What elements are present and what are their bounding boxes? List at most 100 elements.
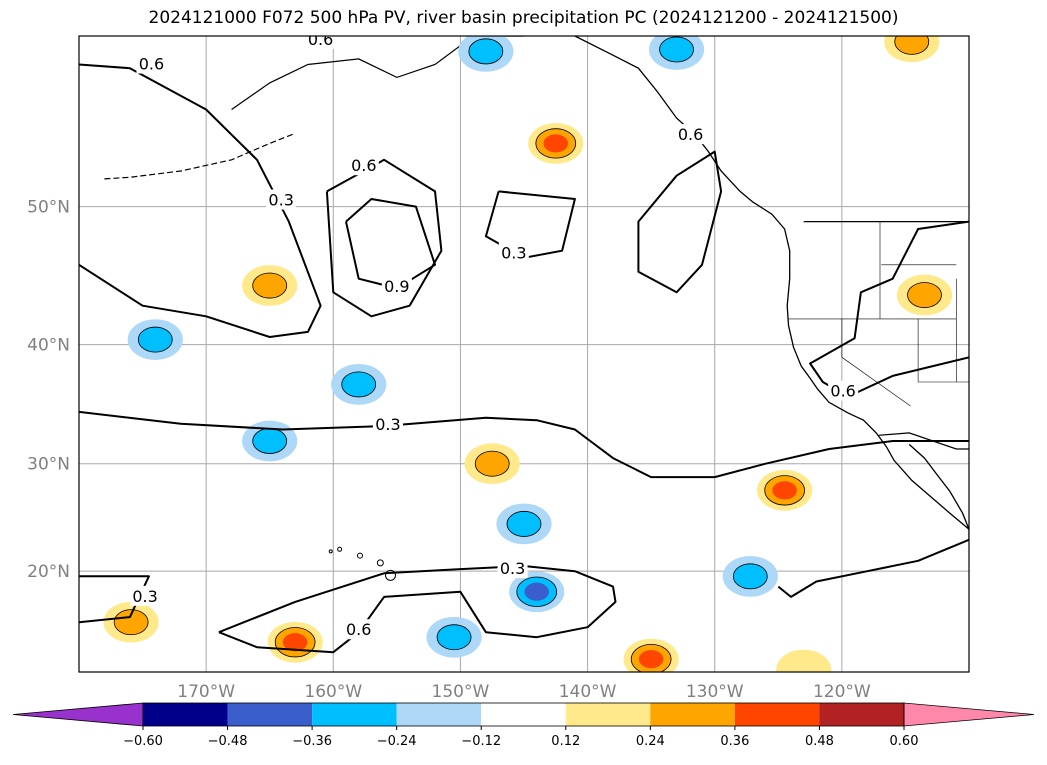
- precip-blob: [757, 469, 813, 511]
- precip-level: [474, 450, 510, 477]
- precip-level: [341, 371, 377, 398]
- contour-label: 0.3: [268, 191, 293, 210]
- contour-label: 0.6: [830, 382, 855, 401]
- colorbar-tick-label: 0.24: [636, 734, 665, 749]
- colorbar-tick-label: −0.48: [208, 734, 248, 749]
- colorbar-tick-label: 0.12: [551, 734, 580, 749]
- precip-blob: [896, 274, 953, 316]
- precip-blob: [242, 420, 298, 462]
- precipitation-shading: [103, 36, 953, 672]
- colorbar-segment: [650, 703, 735, 726]
- precip-blob: [464, 443, 520, 485]
- precip-level: [282, 633, 308, 652]
- contour-label: 0.6: [308, 30, 333, 49]
- lat-tick-label: 30°N: [27, 455, 70, 475]
- colorbar-segment: [143, 703, 228, 726]
- precip-level: [468, 38, 504, 65]
- contour-label-bg: [381, 275, 412, 296]
- contour-label: 0.6: [346, 620, 371, 639]
- colorbar-segment: [819, 703, 904, 726]
- contour-label: 0.6: [139, 55, 164, 74]
- contour-label: 0.3: [501, 244, 526, 263]
- hawaiian-island: [385, 569, 396, 581]
- contour-label: 0.6: [678, 125, 703, 144]
- precip-blob: [426, 616, 482, 658]
- contour-label: 0.3: [500, 559, 525, 578]
- contour-label: 0.6: [351, 156, 376, 175]
- pv-contour-line: [809, 220, 969, 398]
- precip-level: [732, 563, 768, 590]
- precip-level: [524, 582, 549, 601]
- precip-level: [137, 326, 173, 353]
- precip-blob: [528, 123, 584, 164]
- pv-contour-line: [325, 158, 443, 318]
- colorbar-segment: [396, 703, 482, 726]
- contour-label-bg: [266, 189, 297, 210]
- lat-tick-label: 40°N: [27, 336, 70, 356]
- precip-blob: [127, 319, 183, 360]
- contour-label-bg: [675, 124, 706, 145]
- lon-tick-label: 170°W: [177, 682, 235, 702]
- colorbar: −0.60 −0.48 −0.36 −0.24 −0.12 0.12 0.24 0.36 0.4…: [12, 702, 1035, 749]
- map-frame: [78, 35, 970, 673]
- precip-level: [776, 649, 832, 672]
- hawaiian-island: [337, 546, 343, 552]
- colorbar-tick-label: −0.36: [292, 734, 332, 749]
- lon-tick-label: 130°W: [686, 682, 744, 702]
- lat-tick-label: 20°N: [27, 562, 70, 582]
- precip-level: [772, 481, 797, 500]
- colorbar-tick-label: 0.48: [805, 734, 834, 749]
- precip-blob: [331, 364, 387, 405]
- lon-tick-label: 160°W: [304, 682, 362, 702]
- precip-level: [506, 510, 542, 537]
- contour-label-bg: [348, 155, 379, 176]
- axis-tick-labels: 20°N 30°N 40°N 50°N 170°W 160°W 150°W 140°W 130°…: [27, 198, 871, 702]
- contour-label-bg: [372, 413, 403, 434]
- colorbar-tick-label: −0.60: [123, 734, 163, 749]
- colorbar-extend-min: [12, 702, 144, 727]
- colorbar-extend-max: [903, 702, 1035, 727]
- contour-label: 0.9: [384, 277, 409, 296]
- hawaiian-island: [328, 549, 333, 554]
- pv-contour-line: [345, 198, 436, 290]
- precip-level: [252, 272, 288, 299]
- pv-contour-line: [484, 190, 576, 259]
- precip-blob: [648, 36, 705, 70]
- precip-blob: [458, 36, 514, 72]
- precip-blob: [776, 649, 832, 672]
- pv-contour-line: [637, 150, 723, 294]
- precip-level: [113, 609, 149, 636]
- colorbar-segment: [312, 703, 397, 726]
- precip-level: [907, 282, 942, 308]
- map-area: 0.6 0.6 0.6 0.3 0.9 0.3 0.6 0.3 0.6 0.3 0.3 0.6: [79, 30, 969, 672]
- chart-title: 2024121000 F072 500 hPa PV, river basin …: [148, 8, 899, 28]
- precip-blob: [496, 503, 552, 545]
- coastlines: [104, 36, 969, 581]
- pv-contour-line: [777, 538, 969, 598]
- precip-blob: [623, 638, 679, 672]
- hawaiian-island: [376, 559, 384, 567]
- lon-tick-label: 140°W: [559, 682, 617, 702]
- state-border: [841, 318, 911, 407]
- contour-label: 0.3: [132, 587, 157, 606]
- colorbar-tick-label: 0.60: [890, 734, 919, 749]
- precip-blob: [103, 601, 159, 643]
- precip-level: [436, 624, 472, 651]
- precip-blob: [509, 571, 565, 613]
- contour-label-bg: [497, 558, 528, 579]
- precip-level: [638, 650, 664, 669]
- pv-contours: 0.6 0.6 0.6 0.3 0.9 0.3 0.6 0.3 0.6 0.3 0.3 0.6: [79, 30, 969, 654]
- precip-blob: [242, 265, 298, 306]
- precip-level: [659, 36, 694, 63]
- colorbar-segment: [481, 703, 566, 726]
- precip-level: [894, 36, 930, 55]
- lon-tick-label: 120°W: [813, 682, 871, 702]
- colorbar-tick-label: −0.12: [461, 734, 501, 749]
- coastline-gulf-of-california: [908, 443, 969, 530]
- pv-contour-line: [79, 410, 969, 479]
- contour-label-bg: [828, 380, 859, 401]
- contour-label-bg: [136, 53, 167, 74]
- lat-tick-label: 50°N: [27, 198, 70, 218]
- colorbar-tick-label: 0.36: [720, 734, 749, 749]
